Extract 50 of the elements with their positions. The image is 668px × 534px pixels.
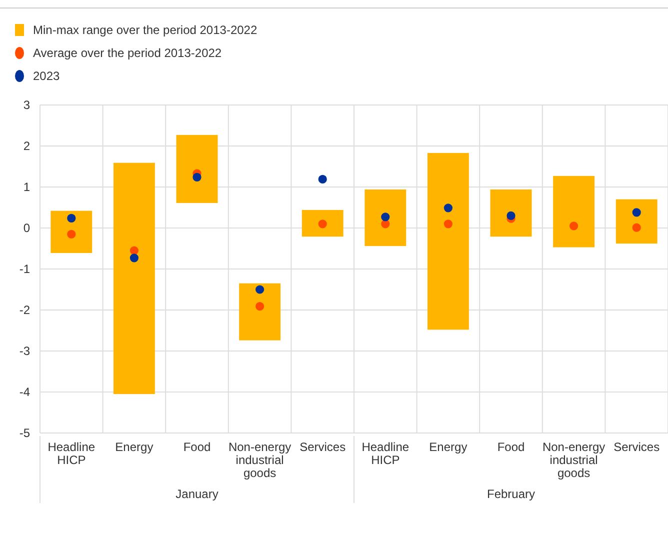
legend-label: Min-max range over the period 2013-2022 <box>33 23 258 37</box>
legend-label: 2023 <box>33 69 60 83</box>
x-tick-label: Food <box>497 440 525 454</box>
point <box>256 285 264 294</box>
x-tick-label: Non-energy industrial goods <box>542 440 606 480</box>
legend-label: Average over the period 2013-2022 <box>33 46 222 60</box>
point <box>632 208 641 217</box>
point <box>192 172 202 182</box>
bar <box>553 176 595 248</box>
y-tick-label: 2 <box>23 139 30 153</box>
x-tick-label: Non-energy industrial goods <box>228 440 292 480</box>
point <box>570 222 578 230</box>
y-tick-label: -1 <box>19 262 30 276</box>
x-tick-label: Headline HICP <box>48 440 96 467</box>
x-tick-label: Energy <box>115 440 154 454</box>
bar <box>490 189 532 237</box>
bar <box>176 134 218 203</box>
text: February <box>486 487 536 501</box>
point <box>444 220 452 228</box>
point <box>506 211 516 220</box>
y-tick-label: 1 <box>23 180 30 194</box>
point <box>67 214 76 222</box>
bar <box>50 210 92 254</box>
point <box>318 220 327 228</box>
x-tick-label: Services <box>614 440 660 454</box>
point <box>67 230 76 238</box>
bar <box>616 199 658 244</box>
x-tick-label: Food <box>183 440 211 454</box>
y-tick-label: -5 <box>19 426 30 440</box>
y-tick-label: -4 <box>19 385 30 399</box>
point <box>130 254 138 262</box>
bar <box>113 162 155 394</box>
x-tick-label: Energy <box>429 440 468 454</box>
bar <box>364 189 406 246</box>
x-tick-label: Headline HICP <box>362 440 410 467</box>
bar <box>427 152 469 330</box>
point <box>318 174 327 184</box>
point <box>130 246 138 255</box>
point <box>444 204 452 212</box>
point <box>256 302 264 311</box>
y-tick-label: -3 <box>19 344 30 358</box>
bar <box>239 283 281 340</box>
point <box>632 223 641 232</box>
y-tick-label: 3 <box>23 98 30 112</box>
text: January <box>176 487 218 501</box>
y-tick-label: 0 <box>23 221 30 235</box>
bar <box>302 210 344 237</box>
x-tick-label: Services <box>300 440 346 454</box>
point <box>381 212 390 222</box>
y-tick-label: -2 <box>19 303 30 317</box>
